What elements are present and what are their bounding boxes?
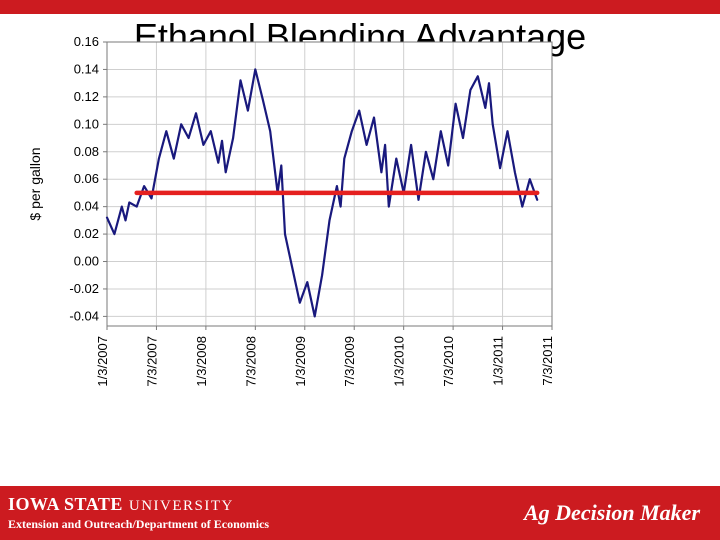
svg-text:0.00: 0.00 bbox=[74, 254, 99, 269]
footer-left: IOWA STATE UNIVERSITY Extension and Outr… bbox=[8, 494, 269, 532]
svg-text:0.12: 0.12 bbox=[74, 89, 99, 104]
svg-text:0.06: 0.06 bbox=[74, 171, 99, 186]
svg-text:1/3/2008: 1/3/2008 bbox=[194, 336, 209, 387]
footer-right-text: Ag Decision Maker bbox=[524, 500, 700, 526]
university-logo: IOWA STATE UNIVERSITY bbox=[8, 494, 234, 515]
svg-text:0.02: 0.02 bbox=[74, 226, 99, 241]
svg-text:0.08: 0.08 bbox=[74, 144, 99, 159]
svg-text:7/3/2011: 7/3/2011 bbox=[540, 336, 555, 386]
logo-primary-text: IOWA STATE bbox=[8, 494, 123, 515]
footer-bar: IOWA STATE UNIVERSITY Extension and Outr… bbox=[0, 486, 720, 540]
logo-secondary-text: UNIVERSITY bbox=[129, 498, 234, 515]
footer-subtitle: Extension and Outreach/Department of Eco… bbox=[8, 517, 269, 532]
svg-text:0.14: 0.14 bbox=[74, 61, 99, 76]
svg-text:0.16: 0.16 bbox=[74, 36, 99, 49]
svg-text:1/3/2009: 1/3/2009 bbox=[293, 336, 308, 387]
svg-text:$ per gallon: $ per gallon bbox=[27, 147, 43, 220]
svg-text:7/3/2007: 7/3/2007 bbox=[144, 336, 159, 387]
top-accent-bar bbox=[0, 0, 720, 14]
svg-text:1/3/2007: 1/3/2007 bbox=[95, 336, 110, 387]
svg-text:-0.02: -0.02 bbox=[69, 281, 99, 296]
svg-text:-0.04: -0.04 bbox=[69, 308, 99, 323]
svg-text:7/3/2008: 7/3/2008 bbox=[243, 336, 258, 387]
svg-text:7/3/2010: 7/3/2010 bbox=[441, 336, 456, 387]
svg-text:1/3/2011: 1/3/2011 bbox=[491, 336, 506, 386]
svg-text:0.04: 0.04 bbox=[74, 199, 99, 214]
svg-text:0.10: 0.10 bbox=[74, 116, 99, 131]
svg-text:7/3/2009: 7/3/2009 bbox=[342, 336, 357, 387]
line-chart: -0.04 -0.02 0.00 0.02 0.04 0.06 0.08 0.10 0.12 0.… bbox=[22, 36, 562, 451]
svg-text:1/3/2010: 1/3/2010 bbox=[392, 336, 407, 387]
